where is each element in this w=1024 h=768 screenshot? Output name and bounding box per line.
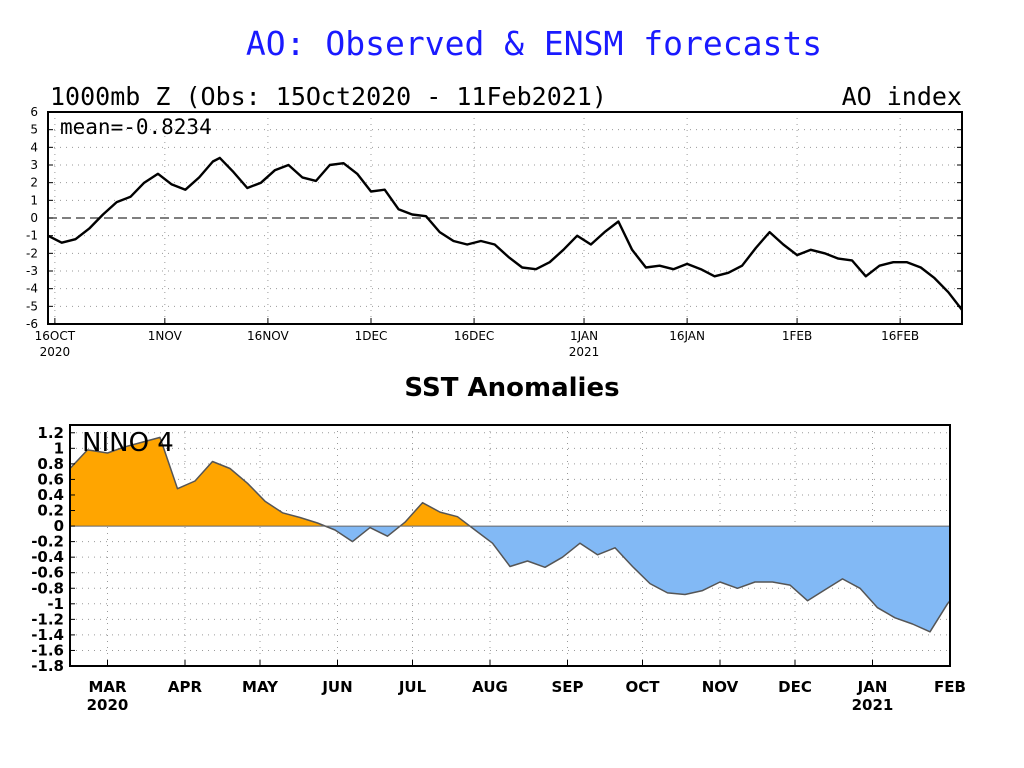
ao-x-tick-label: 1FEB — [782, 329, 812, 343]
sst-y-tick-label: -0.2 — [31, 533, 64, 551]
sst-x-tick-year: 2020 — [87, 696, 129, 714]
sst-y-tick-label: 0.4 — [37, 486, 64, 504]
ao-y-tick-label: -6 — [26, 317, 38, 331]
sst-x-tick-label: AUG — [472, 678, 508, 696]
ao-x-tick-label: 16NOV — [247, 329, 289, 343]
sst-x-tick-label: MAY — [242, 678, 279, 696]
ao-observed-line — [47, 156, 963, 311]
ao-y-tick-label: -3 — [26, 264, 38, 278]
sst-chart-title: SST Anomalies — [404, 373, 619, 403]
sst-y-tick-label: -0.8 — [31, 579, 64, 597]
sst-x-tick-label: NOV — [702, 678, 739, 696]
ao-y-tick-label: 3 — [30, 158, 38, 172]
sst-anomaly-line — [69, 436, 951, 633]
sst-x-tick-label: SEP — [551, 678, 583, 696]
sst-anomaly-plot: 1.210.80.60.40.20-0.2-0.4-0.6-0.8-1-1.2-… — [31, 424, 966, 714]
sst-x-tick-label: JAN — [857, 678, 888, 696]
sst-y-tick-label: 1.2 — [37, 424, 64, 442]
sst-y-tick-label: 0 — [54, 517, 64, 535]
ao-x-tick-label: 1DEC — [355, 329, 388, 343]
ao-y-tick-label: 2 — [30, 176, 38, 190]
sst-x-tick-label: APR — [168, 678, 203, 696]
sst-y-tick-label: 0.8 — [37, 455, 64, 473]
ao-y-tick-label: -5 — [26, 299, 38, 313]
sst-y-tick-label: 0.6 — [37, 470, 64, 488]
sst-y-tick-label: 1 — [54, 439, 64, 457]
sst-y-tick-label: -1.8 — [31, 657, 64, 675]
sst-x-tick-label: JUL — [398, 678, 427, 696]
sst-y-tick-label: -1.4 — [31, 626, 64, 644]
ao-x-tick-year: 2020 — [40, 345, 71, 359]
sst-negative-area — [70, 526, 950, 632]
sst-y-tick-label: -1.6 — [31, 641, 64, 659]
ao-y-tick-label: 6 — [30, 105, 38, 119]
ao-x-tick-label: 16OCT — [35, 329, 76, 343]
sst-positive-area — [70, 437, 950, 527]
ao-x-tick-label: 16DEC — [454, 329, 494, 343]
sst-x-tick-label: DEC — [778, 678, 812, 696]
ao-x-tick-label: 16FEB — [881, 329, 919, 343]
sst-region-annotation: NINO 4 — [82, 428, 174, 458]
sst-x-tick-label: MAR — [88, 678, 127, 696]
sst-plot-frame — [69, 424, 951, 667]
sst-y-tick-label: -0.4 — [31, 548, 64, 566]
ao-index-label: AO index — [842, 82, 962, 111]
sst-x-tick-label: FEB — [934, 678, 966, 696]
ao-y-tick-label: 0 — [30, 211, 38, 225]
ao-x-tick-label: 1JAN — [570, 329, 598, 343]
ao-x-tick-label: 16JAN — [669, 329, 705, 343]
ao-y-tick-label: -1 — [26, 229, 38, 243]
ao-chart-subtitle: 1000mb Z (Obs: 15Oct2020 - 11Feb2021) — [50, 82, 607, 111]
ao-mean-annotation: mean=-0.8234 — [60, 115, 212, 139]
sst-x-tick-year: 2021 — [852, 696, 894, 714]
ao-y-tick-label: 1 — [30, 193, 38, 207]
ao-y-tick-label: 5 — [30, 123, 38, 137]
sst-y-tick-label: -0.6 — [31, 564, 64, 582]
sst-y-tick-label: 0.2 — [37, 502, 64, 520]
sst-x-tick-label: JUN — [321, 678, 352, 696]
ao-y-tick-label: 4 — [30, 140, 38, 154]
sst-y-tick-label: -1.2 — [31, 610, 64, 628]
sst-x-tick-label: OCT — [626, 678, 661, 696]
ao-chart-title: AO: Observed & ENSM forecasts — [246, 24, 822, 63]
ao-y-tick-label: -4 — [26, 282, 38, 296]
sst-y-tick-label: -1 — [47, 595, 64, 613]
ao-x-tick-year: 2021 — [569, 345, 600, 359]
ao-x-tick-label: 1NOV — [148, 329, 183, 343]
ao-y-tick-label: -2 — [26, 246, 38, 260]
